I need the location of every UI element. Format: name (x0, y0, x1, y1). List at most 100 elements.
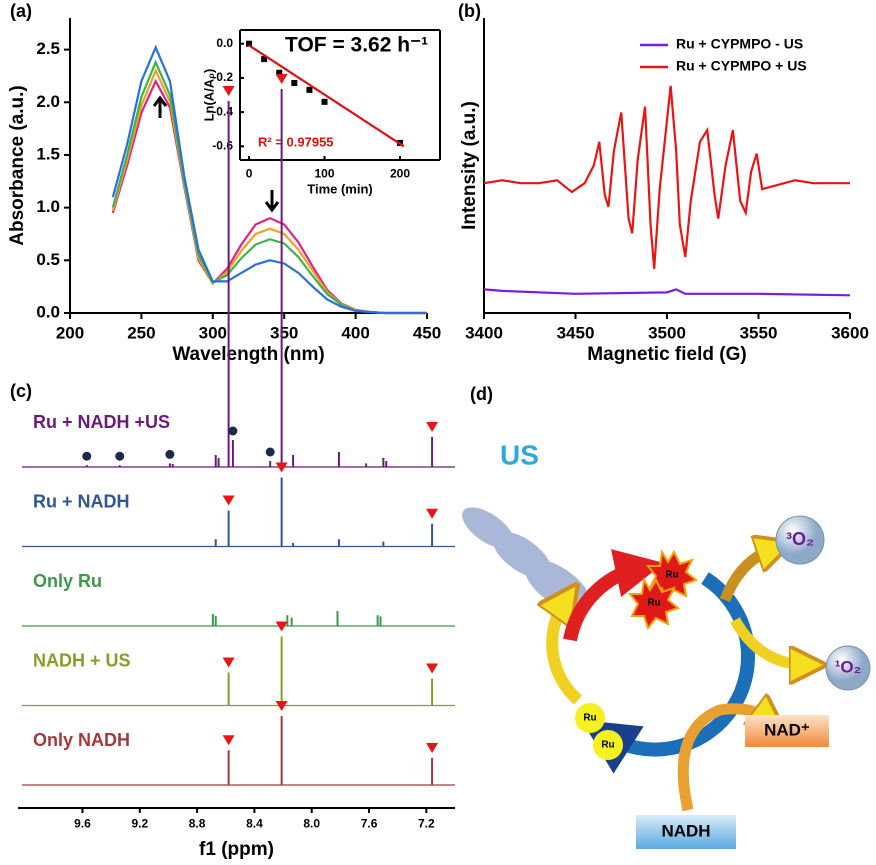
x-tick-label: 350 (270, 323, 298, 342)
x-axis-label: Magnetic field (G) (587, 344, 746, 365)
arrow (719, 548, 775, 603)
x-tick-label: 7.2 (418, 817, 435, 831)
inset-bg (240, 30, 440, 160)
point (276, 69, 283, 76)
data-line (483, 85, 850, 269)
triangle-marker (426, 663, 439, 674)
o2-singlet: ¹O₂ (835, 657, 861, 676)
x-axis-label: Wavelength (nm) (172, 344, 324, 365)
inset-title: TOF = 3.62 h⁻¹ (285, 34, 428, 57)
ru-circle (593, 730, 623, 760)
point (321, 98, 328, 105)
x-tick-label: 7.6 (361, 817, 378, 831)
panel-label: (d) (470, 384, 493, 404)
arrow (677, 709, 770, 812)
arrow (552, 600, 583, 705)
data-line (483, 288, 851, 297)
y-axis-label: Intensity (a.u.) (459, 101, 480, 230)
sphere (825, 645, 871, 691)
dot-marker (115, 451, 125, 461)
triangle-marker (275, 621, 288, 632)
ru-label: Ru (665, 570, 678, 581)
dot-marker (228, 426, 238, 436)
legend-label: Ru + CYPMPO + US (676, 58, 807, 74)
series-label: Only Ru (33, 571, 102, 591)
y-axis-label: Ln(A/A₀) (201, 69, 216, 122)
x-tick-label: 100 (315, 167, 335, 181)
y-tick-label: 2.5 (36, 39, 60, 58)
y-tick-label: 1.5 (36, 144, 60, 163)
triangle-marker (222, 657, 235, 668)
arrow (581, 572, 756, 774)
x-tick-label: 200 (390, 167, 410, 181)
point (306, 86, 313, 93)
triangle-marker (275, 74, 288, 84)
triangle-marker (426, 508, 439, 519)
x-tick-label: 200 (56, 323, 84, 342)
nad-box (745, 715, 829, 747)
data-line (111, 44, 427, 315)
us-label: US (500, 439, 539, 470)
nadh-label: NADH (661, 821, 710, 840)
x-tick-label: 9.2 (131, 817, 148, 831)
y-tick-label: -0.2 (212, 70, 233, 84)
x-tick-label: 8.8 (189, 817, 206, 831)
triangle-marker (426, 743, 439, 753)
y-tick-label: 0.5 (36, 250, 60, 269)
dot-marker (165, 449, 175, 459)
x-axis-label: f1 (ppm) (199, 839, 274, 860)
triangle-marker (275, 462, 288, 473)
y-tick-label: 0.0 (36, 302, 60, 321)
series-label: Ru + NADH (33, 491, 130, 511)
dot-marker (265, 447, 275, 457)
x-tick-label: 3500 (648, 323, 686, 342)
nadh-box (636, 815, 736, 849)
arrow (563, 549, 664, 642)
annotation: R² = 0.97955 (258, 134, 334, 149)
ru-label: Ru (601, 740, 614, 751)
x-tick-label: 400 (341, 323, 369, 342)
x-axis-label: Time (min) (307, 181, 373, 196)
y-tick-label: -0.6 (212, 138, 233, 152)
y-tick-label: 0.0 (216, 36, 233, 50)
series-label: Only NADH (33, 730, 130, 750)
panel-label: (b) (458, 1, 481, 21)
x-tick-label: 9.6 (74, 817, 91, 831)
diagram: (d) US Ru Ru Ru Ru ³O₂ ¹O₂ NAD⁺ NADH (462, 384, 871, 849)
x-tick-label: 450 (413, 323, 441, 342)
nad-label: NAD⁺ (764, 720, 810, 739)
x-tick-label: 250 (127, 323, 155, 342)
x-tick-label: 300 (199, 323, 227, 342)
x-tick-label: 3550 (740, 323, 778, 342)
o2-triplet: ³O₂ (786, 529, 814, 549)
x-tick-label: 3600 (831, 323, 869, 342)
y-axis-label: Absorbance (a.u.) (7, 85, 28, 245)
y-tick-label: 1.0 (36, 197, 60, 216)
data-line (248, 44, 405, 148)
y-tick-label: 2.0 (36, 92, 60, 111)
arrow (152, 95, 168, 118)
arrow (730, 617, 808, 665)
star (627, 577, 681, 631)
ru-label: Ru (647, 598, 660, 609)
legend-label: Ru + CYPMPO - US (676, 36, 803, 52)
triangle-marker (222, 86, 235, 96)
x-tick-label: 0 (246, 167, 253, 181)
ru-label: Ru (583, 713, 596, 724)
point (261, 56, 268, 63)
x-tick-label: 3450 (557, 323, 595, 342)
x-tick-label: 8.4 (246, 817, 263, 831)
x-tick-label: 8.0 (303, 817, 320, 831)
sphere (775, 515, 825, 565)
x-tick-label: 3400 (465, 323, 503, 342)
triangle-marker (426, 422, 439, 432)
series-label: NADH + US (33, 650, 131, 670)
point (291, 80, 298, 87)
panel-label: (a) (10, 1, 32, 21)
series-label: Ru + NADH +US (33, 412, 170, 432)
triangle-marker (222, 735, 235, 746)
dot-marker (82, 451, 92, 461)
panel-label: (c) (10, 381, 32, 401)
ru-circle (575, 703, 605, 733)
